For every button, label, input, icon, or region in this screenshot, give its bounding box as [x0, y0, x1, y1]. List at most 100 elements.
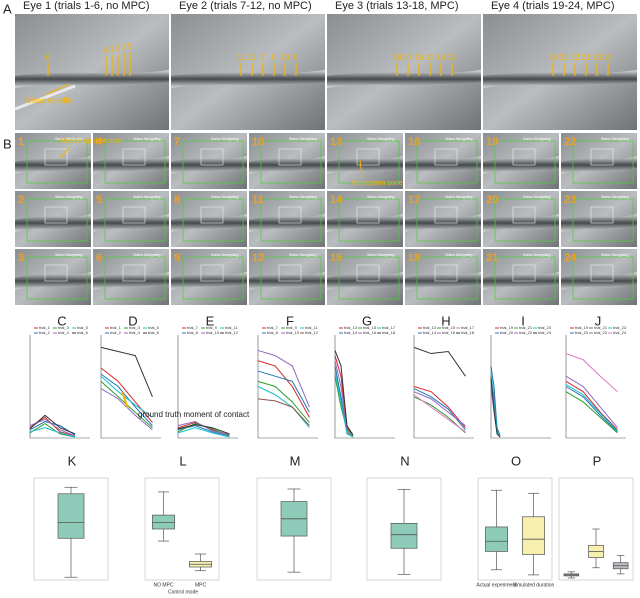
data-line: [177, 424, 230, 435]
perception-box: [44, 148, 68, 166]
vessel: [171, 70, 325, 88]
needle-label: 8: [272, 53, 277, 62]
data-line: [565, 353, 618, 393]
legend-label: trial_7: [267, 325, 279, 330]
box: [522, 516, 545, 555]
status-text: Status Navigating: [55, 253, 82, 257]
panel-label: A: [3, 1, 12, 16]
data-line: [257, 398, 310, 426]
glass-needle: [14, 84, 76, 111]
trial-number: 19: [486, 136, 498, 148]
plot-frame: [366, 477, 442, 581]
panel-label: B: [3, 136, 12, 151]
plot-frame: [33, 477, 109, 581]
vessel: [327, 70, 481, 88]
legend-label: trial_16: [363, 330, 377, 335]
data-line: [413, 391, 466, 427]
legend-label: trial_22: [594, 330, 608, 335]
perception-box: [278, 206, 302, 224]
perception-box: [512, 148, 536, 166]
trial-number: 9: [174, 252, 180, 264]
data-line: [29, 414, 76, 435]
data-line: [334, 355, 354, 437]
trial-number: 4: [96, 136, 103, 148]
legend-label: trial_12: [305, 330, 319, 335]
legend-label: trial_8: [267, 330, 279, 335]
needle-label: 22: [571, 53, 580, 62]
legend-label: trial_9: [206, 325, 218, 330]
legend-label: trial_4: [58, 330, 70, 335]
legend-label: trial_24: [613, 330, 627, 335]
trial-number: 10: [252, 136, 264, 148]
perception-box: [278, 264, 302, 282]
panel-label: P: [593, 453, 602, 468]
box: [390, 522, 418, 549]
legend-label: trial_16: [442, 330, 456, 335]
legend-label: trial_7: [187, 325, 199, 330]
trial-number: 13: [330, 136, 342, 148]
legend-label: trial_3: [129, 325, 141, 330]
axes: [100, 335, 161, 439]
needle-label: 24: [549, 53, 558, 62]
data-line: [257, 386, 310, 429]
data-line: [100, 346, 153, 397]
axes: [490, 335, 551, 439]
legend-label: trial_18: [461, 330, 475, 335]
status-text: Status Navigating: [367, 137, 394, 141]
data-line: [565, 380, 618, 431]
needle-label: 13: [448, 53, 457, 62]
status-text: Status Navigating: [211, 253, 238, 257]
annotation: Glass needle: [25, 96, 72, 105]
photo: [327, 14, 481, 130]
needle-label: 15: [426, 53, 435, 62]
data-line: [490, 378, 501, 438]
roi-box: [572, 140, 634, 184]
legend-label: trial_1: [39, 325, 51, 330]
perception-box: [122, 264, 146, 282]
data-line: [257, 349, 310, 408]
data-line: [334, 370, 354, 438]
axes: [334, 335, 395, 439]
needle-label: 4: [104, 46, 109, 55]
data-line: [177, 427, 230, 438]
panel-label: J: [595, 313, 602, 328]
legend-label: trial_14: [423, 330, 437, 335]
data-line: [413, 346, 466, 377]
roi-box: [572, 198, 634, 242]
roi-box: [260, 140, 322, 184]
legend-label: trial_11: [305, 325, 319, 330]
roi-box: [338, 256, 400, 300]
trial-number: 5: [96, 194, 102, 206]
eye-title: Eye 4 (trials 19-24, MPC): [491, 0, 614, 12]
legend-label: trial_5: [148, 325, 160, 330]
roi-box: [104, 140, 166, 184]
perception-box: [122, 148, 146, 166]
legend-label: trial_1: [110, 325, 122, 330]
data-line: [490, 365, 501, 436]
eye-title: Eye 2 (trials 7-12, no MPC): [179, 0, 312, 12]
status-text: Status Navigating: [289, 137, 316, 141]
needle-label: 5: [128, 42, 133, 51]
trial-number: 7: [174, 136, 180, 148]
legend-label: trial_2: [39, 330, 51, 335]
panel-label: I: [521, 313, 525, 328]
legend-label: trial_6: [77, 330, 89, 335]
data-line: [413, 394, 466, 433]
status-text: Status Navigating: [133, 137, 160, 141]
panel-label: G: [362, 313, 372, 328]
status-text: Status Navigating: [211, 137, 238, 141]
perception-box: [434, 148, 458, 166]
needle-label: 14: [437, 53, 446, 62]
data-line: [490, 371, 501, 437]
data-line: [565, 384, 618, 432]
legend-label: trial_13: [344, 325, 358, 330]
needle-label: 1: [110, 45, 115, 54]
data-line: [413, 386, 466, 429]
needle-label: 19: [604, 53, 613, 62]
annotation: Perception zone: [352, 180, 403, 187]
eye-title: Eye 3 (trials 13-18, MPC): [335, 0, 458, 12]
roi-box: [494, 198, 556, 242]
trial-number: 17: [408, 194, 420, 206]
vessel: [483, 70, 637, 88]
legend-label: trial_11: [225, 325, 239, 330]
